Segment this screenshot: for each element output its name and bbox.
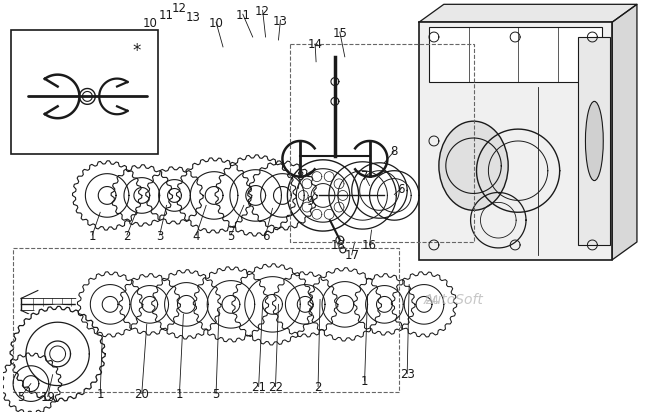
Text: AutoSoft: AutoSoft bbox=[424, 293, 484, 307]
Text: 6: 6 bbox=[262, 229, 269, 242]
Polygon shape bbox=[111, 165, 172, 227]
Text: 1: 1 bbox=[176, 387, 183, 400]
Ellipse shape bbox=[586, 102, 603, 181]
Text: 13: 13 bbox=[273, 14, 288, 28]
Polygon shape bbox=[118, 273, 181, 336]
Polygon shape bbox=[77, 271, 144, 338]
Polygon shape bbox=[391, 272, 457, 337]
Text: *: * bbox=[133, 42, 141, 60]
Polygon shape bbox=[214, 154, 297, 237]
Text: 5: 5 bbox=[213, 387, 220, 400]
Polygon shape bbox=[354, 274, 415, 335]
Text: 8: 8 bbox=[296, 170, 304, 183]
Polygon shape bbox=[151, 270, 221, 339]
Polygon shape bbox=[215, 155, 296, 237]
Polygon shape bbox=[247, 160, 318, 232]
Polygon shape bbox=[72, 160, 143, 232]
Polygon shape bbox=[419, 5, 637, 23]
Polygon shape bbox=[145, 166, 204, 225]
Text: 13: 13 bbox=[186, 11, 201, 24]
Polygon shape bbox=[9, 306, 106, 402]
Text: 1: 1 bbox=[88, 229, 96, 242]
Polygon shape bbox=[353, 273, 416, 336]
Text: 7: 7 bbox=[361, 170, 369, 183]
Polygon shape bbox=[272, 271, 339, 338]
Polygon shape bbox=[151, 269, 222, 340]
Polygon shape bbox=[73, 161, 142, 230]
Polygon shape bbox=[10, 306, 105, 401]
Text: 2: 2 bbox=[124, 229, 131, 242]
Text: 6: 6 bbox=[398, 183, 405, 195]
Text: 15: 15 bbox=[332, 26, 347, 40]
Bar bbox=[11, 31, 158, 154]
Text: 8: 8 bbox=[391, 145, 398, 158]
Polygon shape bbox=[272, 272, 338, 337]
Bar bbox=[577, 38, 610, 245]
Bar bbox=[291, 45, 474, 242]
Polygon shape bbox=[192, 266, 270, 343]
Text: 24: 24 bbox=[424, 293, 439, 306]
Text: 11: 11 bbox=[159, 9, 174, 21]
Text: 10: 10 bbox=[142, 17, 157, 30]
Text: 17: 17 bbox=[344, 249, 359, 262]
Text: 23: 23 bbox=[400, 367, 415, 380]
Polygon shape bbox=[193, 267, 268, 342]
Polygon shape bbox=[307, 267, 382, 342]
Text: 5: 5 bbox=[18, 390, 25, 403]
Polygon shape bbox=[77, 272, 143, 337]
Polygon shape bbox=[176, 159, 252, 233]
Bar bbox=[419, 23, 612, 260]
Bar bbox=[429, 28, 603, 82]
Text: 1: 1 bbox=[361, 374, 369, 387]
Text: 16: 16 bbox=[362, 239, 377, 252]
Text: 12: 12 bbox=[172, 2, 187, 15]
Polygon shape bbox=[391, 271, 458, 338]
Text: 12: 12 bbox=[255, 5, 270, 18]
Ellipse shape bbox=[439, 122, 508, 211]
Text: 2: 2 bbox=[315, 380, 322, 393]
Text: 18: 18 bbox=[330, 239, 345, 252]
Polygon shape bbox=[0, 353, 62, 413]
Text: 14: 14 bbox=[307, 38, 322, 51]
Text: 20: 20 bbox=[135, 387, 150, 400]
Text: 9: 9 bbox=[306, 195, 314, 207]
Polygon shape bbox=[119, 274, 181, 335]
Text: 5: 5 bbox=[227, 229, 235, 242]
Polygon shape bbox=[308, 268, 382, 341]
Polygon shape bbox=[0, 352, 62, 413]
Text: 3: 3 bbox=[156, 229, 163, 242]
Text: 1: 1 bbox=[96, 387, 104, 400]
Polygon shape bbox=[176, 157, 253, 235]
Polygon shape bbox=[248, 161, 317, 230]
Polygon shape bbox=[612, 5, 637, 260]
Polygon shape bbox=[231, 263, 314, 346]
Text: 10: 10 bbox=[209, 17, 224, 30]
Polygon shape bbox=[146, 167, 203, 225]
Text: 19: 19 bbox=[40, 390, 55, 403]
Text: 22: 22 bbox=[268, 380, 283, 393]
Text: 11: 11 bbox=[235, 9, 250, 21]
Text: 21: 21 bbox=[251, 380, 266, 393]
Bar bbox=[13, 248, 399, 392]
Text: 4: 4 bbox=[192, 229, 200, 242]
Polygon shape bbox=[232, 264, 313, 345]
Polygon shape bbox=[110, 164, 174, 228]
